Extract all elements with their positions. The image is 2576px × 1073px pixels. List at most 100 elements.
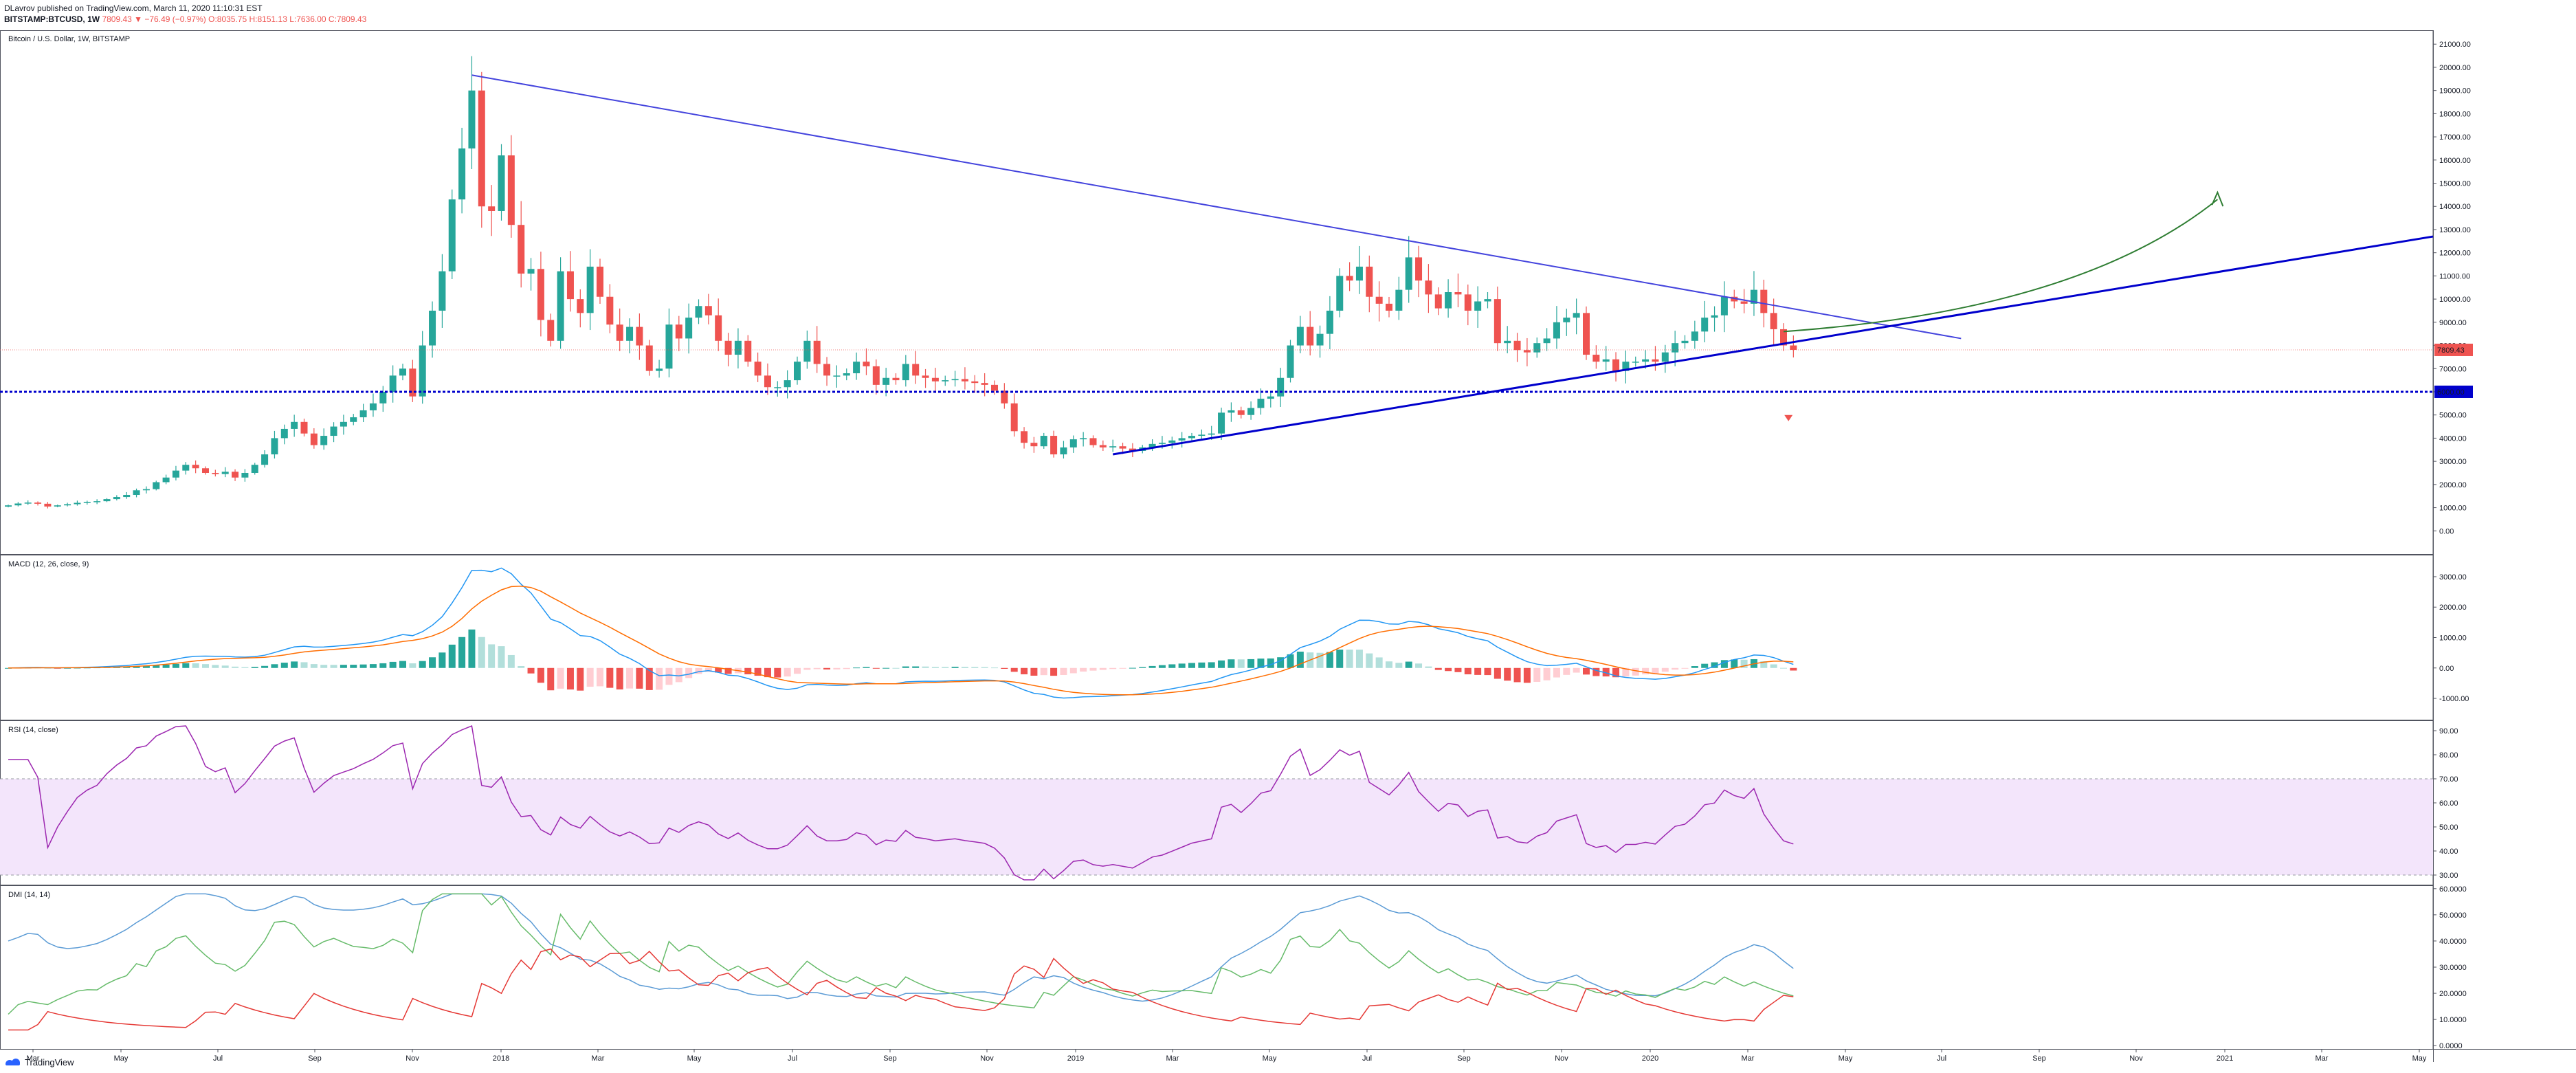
macd-histogram-bar bbox=[438, 652, 446, 668]
x-tick-label: 2019 bbox=[1067, 1054, 1084, 1063]
macd-histogram-bar bbox=[1148, 665, 1156, 668]
candle-body bbox=[1060, 447, 1067, 455]
candle-body bbox=[1504, 340, 1511, 344]
macd-histogram-bar bbox=[961, 666, 968, 668]
candle-body bbox=[557, 271, 564, 341]
macd-histogram-bar bbox=[251, 667, 258, 668]
candle-body bbox=[1445, 292, 1452, 309]
macd-histogram-bar bbox=[566, 667, 574, 690]
x-tick-label: May bbox=[687, 1054, 702, 1063]
candle-body bbox=[1109, 446, 1117, 447]
candle-body bbox=[537, 269, 544, 320]
macd-histogram-bar bbox=[1573, 667, 1580, 673]
candle-body bbox=[429, 310, 436, 346]
candle-body bbox=[1316, 333, 1324, 346]
y-tick-label: 7000.00 bbox=[2439, 365, 2467, 373]
macd-histogram-bar bbox=[1672, 667, 1679, 670]
y-tick-label: -1000.00 bbox=[2439, 695, 2469, 703]
candle-body bbox=[192, 465, 199, 469]
x-tick-label: Sep bbox=[1457, 1054, 1471, 1063]
macd-histogram-bar bbox=[271, 664, 278, 668]
candle-body bbox=[93, 501, 101, 502]
macd-histogram-bar bbox=[892, 667, 900, 669]
macd-histogram-bar bbox=[813, 667, 821, 670]
macd-histogram-bar bbox=[1346, 650, 1353, 668]
candle-body bbox=[1395, 289, 1403, 311]
candle-body bbox=[1701, 318, 1709, 332]
candle-body bbox=[251, 465, 258, 473]
macd-histogram-bar bbox=[369, 664, 377, 668]
macd-histogram-bar bbox=[389, 661, 397, 668]
ascending-trendline bbox=[1112, 235, 2434, 456]
candle-body bbox=[715, 315, 722, 341]
candle-body bbox=[1474, 301, 1482, 311]
descending-trendline bbox=[471, 74, 1962, 340]
macd-histogram-bar bbox=[833, 667, 841, 670]
macd-histogram-bar bbox=[1494, 667, 1501, 679]
macd-histogram-bar bbox=[1583, 667, 1590, 675]
candle-body bbox=[1691, 331, 1698, 341]
y-tick-label: 90.00 bbox=[2439, 727, 2458, 735]
macd-histogram-bar bbox=[645, 667, 653, 690]
macd-histogram-bar bbox=[1109, 667, 1117, 670]
candle-body bbox=[1553, 322, 1560, 339]
candle-body bbox=[261, 454, 269, 465]
macd-histogram-bar bbox=[774, 667, 781, 678]
macd-histogram-bar bbox=[1188, 663, 1195, 668]
macd-histogram-bar bbox=[1454, 667, 1462, 672]
candle-body bbox=[507, 155, 515, 225]
y-tick-label: 2000.00 bbox=[2439, 481, 2467, 489]
macd-histogram-bar bbox=[350, 665, 357, 668]
macd-histogram-bar bbox=[1010, 667, 1018, 672]
candle-body bbox=[1001, 390, 1008, 403]
candle-body bbox=[872, 366, 880, 385]
candle-body bbox=[794, 362, 801, 381]
macd-histogram-bar bbox=[1069, 667, 1077, 674]
macd-histogram-bar bbox=[232, 666, 239, 668]
y-tick-label: 4000.00 bbox=[2439, 434, 2467, 443]
candle-body bbox=[330, 426, 337, 436]
macd-histogram-bar bbox=[1691, 666, 1698, 668]
macd-histogram-bar bbox=[1277, 657, 1285, 668]
candle-body bbox=[1237, 410, 1245, 415]
dmi-panel-title: DMI (14, 14) bbox=[8, 891, 50, 899]
macd-histogram-bar bbox=[182, 663, 190, 668]
candle-body bbox=[300, 421, 308, 434]
candle-body bbox=[922, 375, 929, 378]
macd-histogram-bar bbox=[823, 667, 831, 670]
chart-frame bbox=[0, 30, 2434, 1050]
x-tick-label: 2021 bbox=[2217, 1054, 2233, 1063]
candle-body bbox=[1672, 343, 1679, 353]
candle-body bbox=[1425, 280, 1432, 295]
candle-body bbox=[1129, 448, 1136, 451]
macd-histogram-bar bbox=[675, 667, 682, 683]
macd-histogram-bar bbox=[172, 663, 179, 668]
candle-body bbox=[744, 340, 752, 362]
candle-body bbox=[359, 410, 367, 418]
candle-body bbox=[1790, 345, 1797, 350]
candle-body bbox=[241, 472, 249, 478]
candle-body bbox=[518, 225, 525, 274]
candle-body bbox=[764, 375, 771, 388]
candle-body bbox=[310, 433, 318, 445]
candle-body bbox=[389, 375, 397, 392]
macd-histogram-bar bbox=[1464, 667, 1472, 674]
candle-body bbox=[1720, 296, 1728, 316]
macd-histogram-bar bbox=[971, 667, 979, 668]
candle-body bbox=[1464, 294, 1472, 311]
x-tick-label: Jul bbox=[213, 1054, 223, 1063]
candle-body bbox=[142, 489, 150, 491]
candle-body bbox=[34, 502, 42, 504]
adx-line bbox=[8, 893, 1794, 1002]
candle-body bbox=[1247, 408, 1255, 415]
candle-body bbox=[221, 472, 229, 474]
candle-body bbox=[813, 340, 821, 364]
candle-body bbox=[1454, 292, 1462, 295]
macd-histogram-bar bbox=[1247, 659, 1255, 668]
candle-body bbox=[498, 155, 505, 211]
macd-histogram-bar bbox=[1158, 665, 1166, 668]
candle-body bbox=[1158, 443, 1166, 444]
macd-histogram-bar bbox=[162, 664, 170, 668]
candle-body bbox=[1366, 266, 1373, 297]
